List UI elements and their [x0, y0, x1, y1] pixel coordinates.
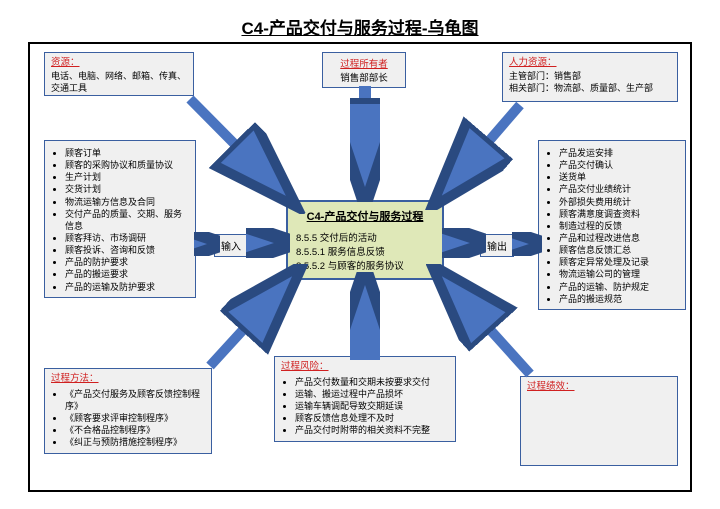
arrow-methods	[200, 264, 320, 374]
list-item: 产品和过程改进信息	[559, 232, 679, 244]
arrow-resources	[180, 94, 320, 214]
list-item: 《不合格品控制程序》	[65, 424, 205, 436]
list-item: 产品交付业绩统计	[559, 183, 679, 195]
list-item: 产品的搬运要求	[65, 268, 189, 280]
methods-header: 过程方法：	[51, 373, 205, 386]
risks-list: 产品交付数量和交期未按要求交付 运输、搬运过程中产品损坏 运输车辆调配导致交期延…	[281, 376, 449, 437]
hr-header: 人力资源：	[509, 57, 671, 70]
list-item: 交付产品的质量、交期、服务信息	[65, 208, 189, 232]
list-item: 送货单	[559, 171, 679, 183]
owner-box: 过程所有者 销售部部长	[322, 52, 406, 88]
arrow-hr	[420, 100, 540, 210]
center-l2: 8.5.5.1 服务信息反馈	[296, 244, 434, 258]
list-item: 产品的防护要求	[65, 256, 189, 268]
inputs-box: 顾客订单 顾客的采购协议和质量协议 生产计划 交货计划 物流运输方信息及合同 交…	[44, 140, 196, 298]
diagram-title: C4-产品交付与服务过程-乌龟图	[0, 14, 720, 39]
performance-box: 过程绩效：	[520, 376, 678, 466]
list-item: 产品发运安排	[559, 147, 679, 159]
list-item: 《纠正与预防措施控制程序》	[65, 436, 205, 448]
list-item: 顾客定异常处理及记录	[559, 256, 679, 268]
list-item: 产品的运输及防护要求	[65, 281, 189, 293]
list-item: 运输车辆调配导致交期延误	[295, 400, 449, 412]
methods-list: 《产品交付服务及顾客反馈控制程序》 《顾客要求评审控制程序》 《不合格品控制程序…	[51, 388, 205, 449]
arrow-output	[442, 228, 486, 258]
owner-who: 销售部部长	[329, 70, 399, 84]
center-l1: 8.5.5 交付后的活动	[296, 230, 434, 244]
list-item: 物流运输方信息及合同	[65, 196, 189, 208]
arrow-risks	[350, 272, 380, 360]
hr-l1: 主管部门：销售部	[509, 70, 671, 82]
arrow-input	[246, 228, 290, 258]
list-item: 产品交付时附带的相关资料不完整	[295, 424, 449, 436]
list-item: 《产品交付服务及顾客反馈控制程序》	[65, 388, 205, 412]
hr-l2: 相关部门：物流部、质量部、生产部	[509, 82, 671, 94]
list-item: 顾客订单	[65, 147, 189, 159]
list-item: 外部损失费用统计	[559, 196, 679, 208]
list-item: 产品的搬运规范	[559, 293, 679, 305]
hr-box: 人力资源： 主管部门：销售部 相关部门：物流部、质量部、生产部	[502, 52, 678, 102]
resources-box: 资源： 电话、电脑、网络、邮箱、传真、交通工具	[44, 52, 194, 96]
resources-header: 资源：	[51, 57, 187, 70]
outputs-list: 产品发运安排 产品交付确认 送货单 产品交付业绩统计 外部损失费用统计 顾客满意…	[545, 147, 679, 305]
outputs-box: 产品发运安排 产品交付确认 送货单 产品交付业绩统计 外部损失费用统计 顾客满意…	[538, 140, 686, 310]
arrow-inputs-list	[194, 232, 220, 256]
performance-header: 过程绩效：	[527, 381, 671, 394]
list-item: 顾客满意度调查资料	[559, 208, 679, 220]
arrow-outputs-list	[512, 232, 542, 256]
list-item: 物流运输公司的管理	[559, 268, 679, 280]
list-item: 顾客反馈信息处理不及时	[295, 412, 449, 424]
inputs-list: 顾客订单 顾客的采购协议和质量协议 生产计划 交货计划 物流运输方信息及合同 交…	[51, 147, 189, 293]
list-item: 顾客的采购协议和质量协议	[65, 159, 189, 171]
list-item: 制造过程的反馈	[559, 220, 679, 232]
list-item: 顾客信息反馈汇总	[559, 244, 679, 256]
list-item: 《顾客要求评审控制程序》	[65, 412, 205, 424]
list-item: 生产计划	[65, 171, 189, 183]
list-item: 交货计划	[65, 183, 189, 195]
list-item: 产品交付确认	[559, 159, 679, 171]
list-item: 产品的运输、防护规定	[559, 281, 679, 293]
diagram-frame: 资源： 电话、电脑、网络、邮箱、传真、交通工具 过程所有者 销售部部长 人力资源…	[28, 42, 692, 492]
list-item: 顾客投诉、咨询和反馈	[65, 244, 189, 256]
list-item: 运输、搬运过程中产品损坏	[295, 388, 449, 400]
arrow-owner	[350, 84, 380, 202]
resources-text: 电话、电脑、网络、邮箱、传真、交通工具	[51, 70, 187, 94]
methods-box: 过程方法： 《产品交付服务及顾客反馈控制程序》 《顾客要求评审控制程序》 《不合…	[44, 368, 212, 454]
list-item: 顾客拜访、市场调研	[65, 232, 189, 244]
arrow-performance	[426, 264, 546, 380]
owner-header: 过程所有者	[329, 56, 399, 70]
